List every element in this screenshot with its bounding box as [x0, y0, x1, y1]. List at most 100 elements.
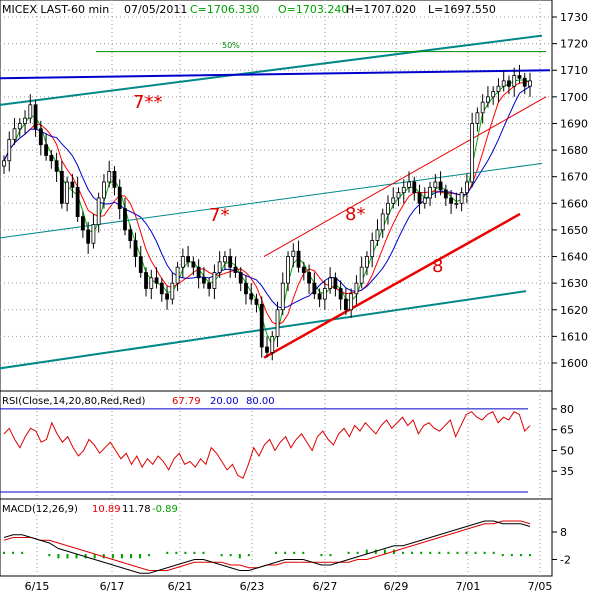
y-tick-label: 1630 — [560, 277, 588, 290]
fib-50-label: 50% — [222, 41, 240, 50]
candle-body — [328, 277, 333, 289]
y-tick-label: 1620 — [560, 304, 588, 317]
x-tick-label: 7/05 — [528, 580, 553, 593]
candle-body — [301, 266, 306, 273]
macd-value: 10.89 — [92, 504, 121, 515]
header-date: 07/05/2011 — [124, 3, 187, 16]
macd-title: MACD(12,26,9) — [2, 504, 78, 515]
candle-body — [501, 80, 506, 87]
candle-body — [396, 192, 401, 199]
candle-body — [159, 282, 164, 295]
candle-body — [196, 266, 201, 279]
macd-line — [3, 520, 531, 574]
candle-body — [191, 261, 196, 268]
candle-body — [349, 293, 354, 311]
header-open: O=1703.240 — [278, 3, 348, 16]
candle-body — [38, 128, 43, 146]
candle-body — [59, 170, 64, 204]
candle-body — [528, 80, 532, 87]
candle-body — [154, 277, 159, 284]
candle-body — [186, 256, 191, 263]
macd-y-tick-label: -2 — [560, 554, 571, 567]
ma-mid-line — [3, 80, 531, 326]
candle-body — [386, 202, 390, 215]
candle-body — [149, 277, 154, 289]
annotation-7-star: 7* — [209, 205, 229, 226]
resistance-line — [0, 69, 551, 80]
candle-body — [507, 80, 511, 87]
candle-body — [128, 229, 133, 241]
candle-body — [380, 213, 385, 231]
candle-body — [433, 181, 438, 188]
candle-body — [475, 112, 480, 124]
macd-y-tick-label: 8 — [560, 526, 567, 539]
trend-line-upper-channel — [0, 34, 543, 106]
candle-body — [338, 288, 343, 300]
candle-body — [422, 197, 427, 204]
candle-body — [522, 77, 527, 87]
candle-body — [375, 229, 380, 241]
trend-line-mid-channel — [0, 162, 543, 239]
header-low: L=1697.550 — [428, 3, 496, 16]
candle-body — [81, 216, 85, 231]
candle-body — [291, 250, 296, 257]
y-tick-label: 1710 — [560, 64, 588, 77]
trend-line-thin-red — [263, 96, 547, 257]
candle-body — [49, 154, 54, 162]
y-tick-label: 1600 — [560, 357, 588, 370]
candle-body — [480, 101, 485, 114]
rsi-value: 67.79 — [172, 396, 201, 407]
candle-body — [322, 288, 327, 300]
candle-body — [86, 229, 91, 244]
candle-body — [228, 256, 233, 268]
candle-body — [470, 123, 475, 183]
rsi-lower: 20.00 — [210, 396, 239, 407]
rsi-y-tick-label: 50 — [560, 444, 574, 457]
y-tick-label: 1610 — [560, 330, 588, 343]
candle-body — [449, 197, 454, 204]
y-tick-label: 1640 — [560, 251, 588, 264]
candle-body — [254, 298, 259, 305]
y-tick-label: 1670 — [560, 171, 588, 184]
candle-body — [443, 189, 448, 199]
candle-body — [17, 123, 22, 130]
rsi-upper: 80.00 — [246, 396, 275, 407]
candle-body — [23, 117, 27, 124]
candle-body — [512, 75, 517, 87]
candle-body — [286, 256, 290, 284]
candle-body — [144, 272, 148, 289]
candle-body — [259, 304, 264, 348]
candle-body — [275, 309, 280, 337]
candle-body — [123, 208, 127, 231]
candle-body — [333, 277, 338, 289]
annotation-8-star: 8* — [345, 204, 365, 225]
candle-body — [354, 282, 359, 295]
candle-body — [365, 256, 369, 268]
candle-body — [223, 256, 227, 263]
candle-body — [464, 181, 469, 194]
candle-body — [2, 160, 6, 167]
candle-body — [317, 293, 322, 300]
candle-body — [107, 170, 112, 183]
x-tick-label: 6/17 — [100, 580, 125, 593]
candle-body — [112, 170, 117, 188]
candle-body — [75, 186, 80, 218]
candle-body — [249, 293, 254, 300]
rsi-y-tick-label: 65 — [560, 424, 574, 437]
candle-body — [28, 104, 33, 119]
candle-body — [217, 261, 222, 273]
y-tick-label: 1650 — [560, 224, 588, 237]
candle-body — [138, 256, 143, 273]
candle-body — [307, 272, 311, 284]
candle-body — [91, 224, 96, 244]
annotation-7-double-star: 7** — [133, 92, 162, 113]
y-tick-label: 1690 — [560, 117, 588, 130]
candle-body — [201, 277, 206, 284]
candle-body — [417, 192, 422, 204]
candle-body — [102, 181, 106, 199]
x-tick-label: 6/27 — [313, 580, 338, 593]
candle-body — [33, 104, 38, 130]
x-tick-label: 6/23 — [240, 580, 265, 593]
candle-body — [459, 192, 464, 204]
